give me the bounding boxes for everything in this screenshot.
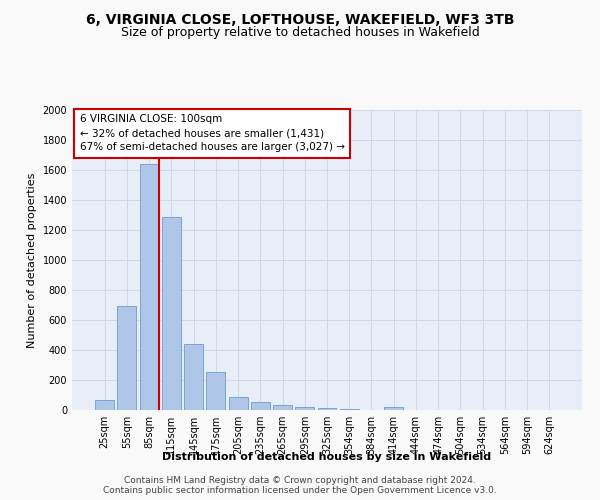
Bar: [251, 402, 270, 410]
Bar: [317, 408, 337, 410]
Text: 6, VIRGINIA CLOSE, LOFTHOUSE, WAKEFIELD, WF3 3TB: 6, VIRGINIA CLOSE, LOFTHOUSE, WAKEFIELD,…: [86, 12, 514, 26]
Bar: [140, 164, 158, 410]
Bar: [95, 400, 114, 410]
Bar: [273, 405, 292, 410]
Bar: [384, 408, 403, 410]
Text: Distribution of detached houses by size in Wakefield: Distribution of detached houses by size …: [163, 452, 491, 462]
Text: Contains public sector information licensed under the Open Government Licence v3: Contains public sector information licen…: [103, 486, 497, 495]
Bar: [206, 372, 225, 410]
Text: Size of property relative to detached houses in Wakefield: Size of property relative to detached ho…: [121, 26, 479, 39]
Bar: [118, 306, 136, 410]
Bar: [229, 396, 248, 410]
Bar: [295, 406, 314, 410]
Bar: [340, 409, 359, 410]
Text: 6 VIRGINIA CLOSE: 100sqm
← 32% of detached houses are smaller (1,431)
67% of sem: 6 VIRGINIA CLOSE: 100sqm ← 32% of detach…: [80, 114, 344, 152]
Bar: [184, 344, 203, 410]
Bar: [162, 216, 181, 410]
Text: Contains HM Land Registry data © Crown copyright and database right 2024.: Contains HM Land Registry data © Crown c…: [124, 476, 476, 485]
Y-axis label: Number of detached properties: Number of detached properties: [27, 172, 37, 348]
